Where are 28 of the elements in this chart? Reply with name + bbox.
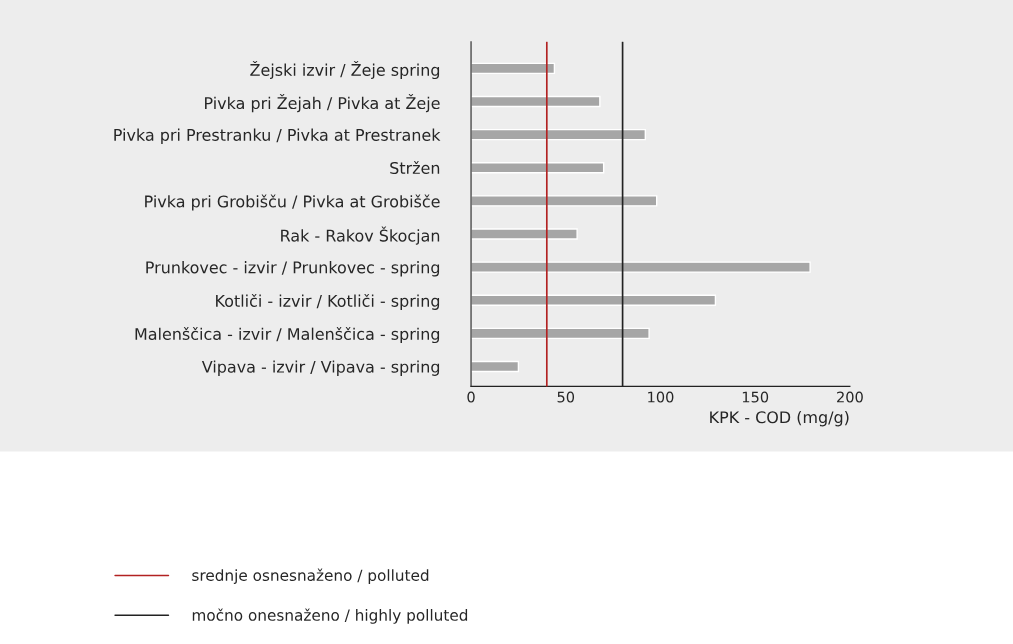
x-tick-label: 100: [648, 391, 674, 403]
x-tick-label: 0: [467, 391, 475, 403]
y-tick-label: Malenščica - izvir / Malenščica - spring: [135, 327, 440, 344]
legend-label: močno onesnaženo / highly polluted: [192, 608, 468, 624]
x-tick-label: 150: [742, 391, 769, 403]
bar: [471, 261, 811, 273]
y-tick-label: Rak - Rakov Škocjan: [281, 226, 440, 245]
x-tick-label: 50: [557, 391, 575, 403]
bar: [471, 95, 601, 108]
bar: [471, 62, 556, 75]
y-tick-label: Pivka pri Žejah / Pivka at Žeje: [205, 94, 440, 113]
x-tick-label: 200: [837, 391, 863, 403]
y-tick-label: Vipava - izvir / Vipava - spring: [201, 360, 440, 376]
legend-label: srednje osnesnaženo / polluted: [192, 568, 429, 584]
bar: [471, 294, 717, 306]
y-tick-label: Žejski izvir / Žeje spring: [250, 60, 440, 80]
bar: [471, 228, 578, 240]
y-tick-label: Kotliči - izvir / Kotliči - spring: [216, 293, 440, 310]
x-axis-title: KPK - COD (mg/g): [710, 410, 849, 427]
y-tick-label: Pivka pri Grobišču / Pivka at Grobišče: [145, 194, 440, 211]
bar: [471, 327, 650, 340]
bar: [471, 162, 605, 174]
bar: [471, 360, 520, 373]
y-tick-label: Prunkovec - izvir / Prunkovec - spring: [146, 261, 440, 277]
bar: [471, 195, 658, 207]
bar: [471, 128, 647, 141]
y-tick-label: Pivka pri Prestranku / Pivka at Prestranek: [114, 128, 441, 145]
y-tick-label: Stržen: [390, 161, 440, 175]
